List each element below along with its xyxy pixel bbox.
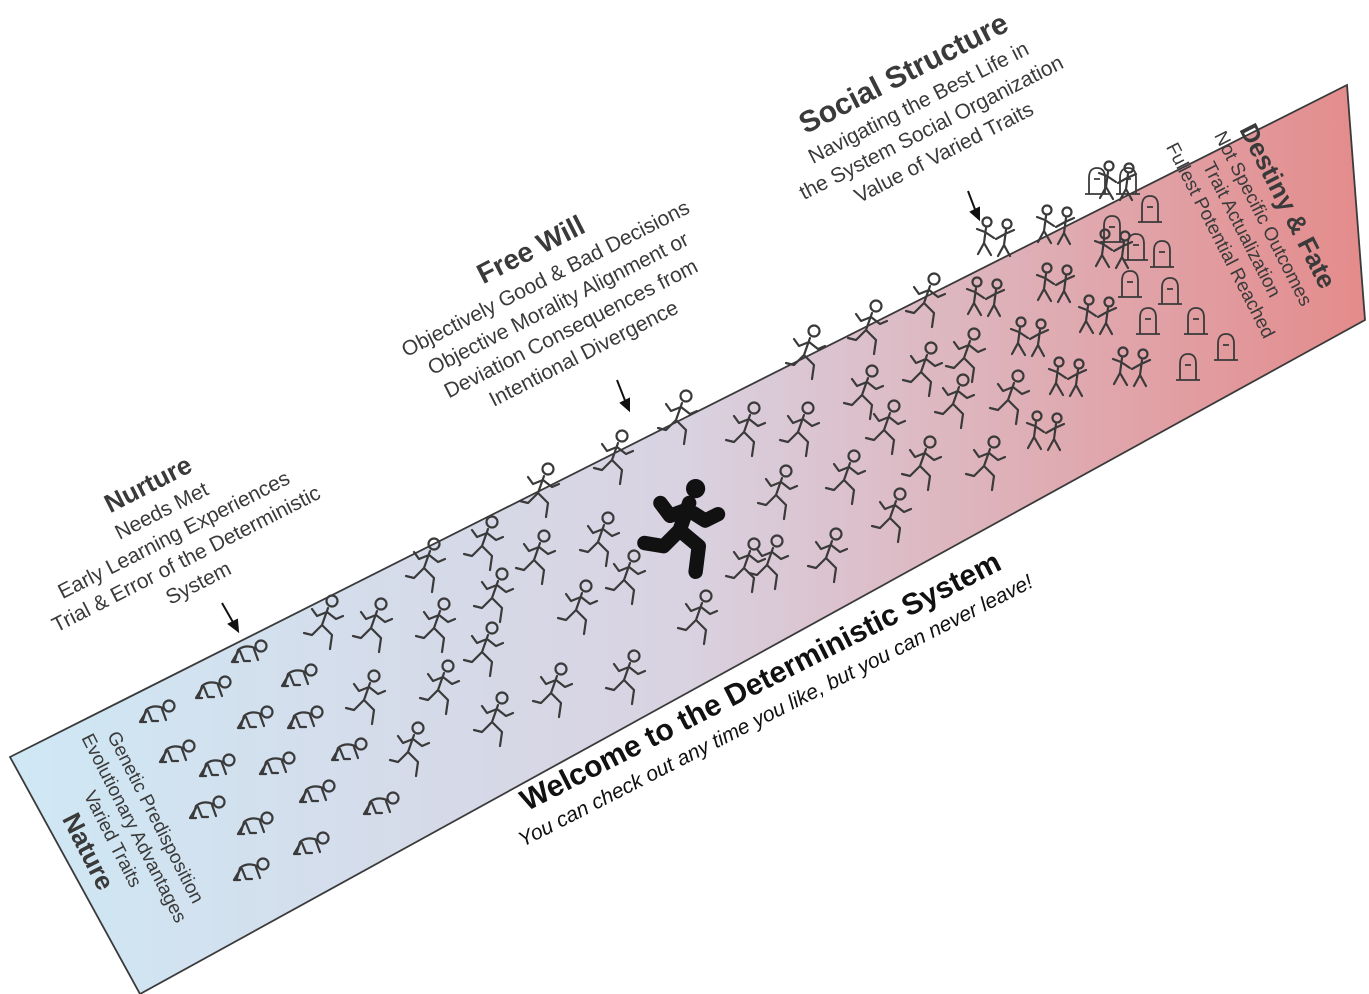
- social-structure-label: Social Structure Navigating the Best Lif…: [794, 7, 1067, 208]
- group-of-people-icon: [975, 216, 1016, 258]
- free-will-label: Free Will Objectively Good & Bad Decisio…: [398, 196, 702, 411]
- arrow-down-icon: [967, 190, 980, 222]
- arrow-down-icon: [616, 379, 630, 413]
- tombstone-icon: [1084, 167, 1110, 195]
- arrow-down-icon: [221, 602, 240, 634]
